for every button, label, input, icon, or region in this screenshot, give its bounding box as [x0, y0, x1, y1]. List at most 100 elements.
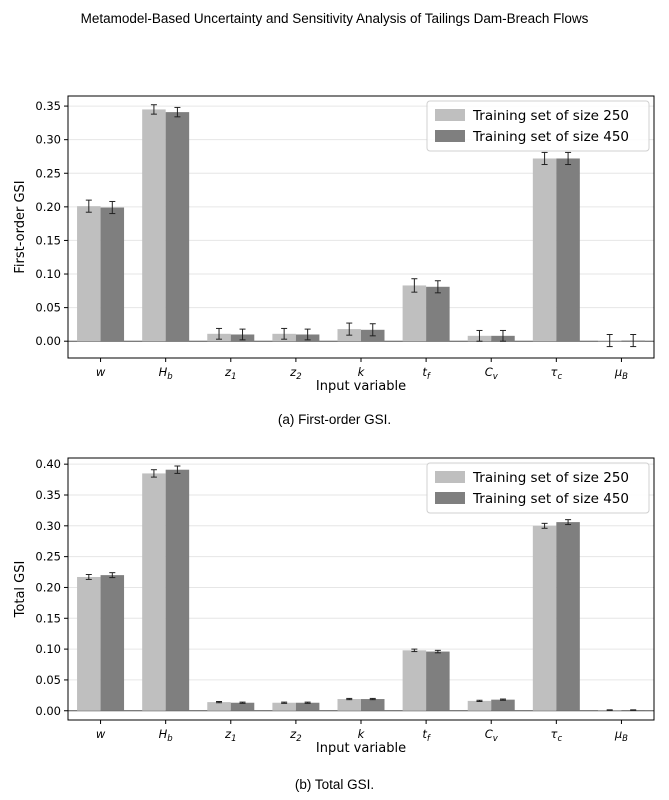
- error-bar: [434, 649, 441, 654]
- y-axis-label: Total GSI: [13, 561, 28, 619]
- error-bar: [630, 709, 637, 711]
- y-tick-label: 0.00: [35, 704, 61, 718]
- bar-2: [230, 702, 255, 711]
- bar-1: [77, 576, 101, 711]
- y-tick-label: 0.05: [35, 301, 61, 315]
- bar-2: [556, 158, 580, 342]
- bar-1: [142, 473, 166, 711]
- x-tick-label: τc: [551, 727, 563, 744]
- bar-2: [100, 575, 125, 711]
- x-axis-label: Input variable: [316, 741, 406, 756]
- error-bar: [216, 701, 223, 704]
- error-bar: [239, 328, 246, 341]
- legend-swatch-2: [435, 130, 465, 142]
- x-tick-label: w: [96, 727, 106, 741]
- legend: Training set of size 250 Training set of …: [426, 100, 650, 152]
- error-bar: [606, 333, 613, 348]
- error-bar: [630, 333, 637, 348]
- caption-first-order: (a) First-order GSI.: [277, 412, 392, 427]
- bar-2: [491, 699, 515, 711]
- x-tick-label: τc: [551, 365, 563, 382]
- x-tick-label: z1: [224, 365, 236, 382]
- x-tick-label: Hb: [159, 365, 173, 382]
- x-tick-label: μB: [614, 365, 628, 382]
- y-tick-label: 0.35: [35, 99, 61, 113]
- y-tick-label: 0.35: [35, 488, 61, 502]
- error-bar: [606, 709, 613, 711]
- error-bar: [369, 323, 376, 337]
- y-tick-label: 0.30: [35, 519, 61, 533]
- y-tick-label: 0.40: [35, 457, 61, 471]
- error-bar: [411, 648, 418, 653]
- x-tick-label: k: [358, 365, 366, 379]
- legend-label-2: Training set of size 450: [472, 129, 629, 145]
- error-bar: [346, 322, 353, 336]
- error-bar: [85, 574, 92, 580]
- y-axis-label: First-order GSI: [13, 180, 28, 273]
- error-bar: [174, 465, 181, 474]
- y-tick-label: 0.05: [35, 673, 61, 687]
- y-tick-label: 0.10: [35, 642, 61, 656]
- error-bar: [174, 106, 181, 118]
- x-tick-label: z1: [224, 727, 236, 744]
- error-bar: [109, 572, 116, 579]
- legend: Training set of size 250 Training set of …: [426, 462, 650, 514]
- error-bar: [239, 701, 246, 704]
- page-header: Metamodel-Based Uncertainty and Sensitiv…: [80, 11, 589, 26]
- bar-1: [402, 650, 427, 711]
- error-bar: [434, 280, 441, 294]
- x-axis-label: Input variable: [316, 379, 406, 394]
- bar-2: [426, 651, 450, 711]
- error-bar: [216, 327, 223, 340]
- bar-2: [165, 469, 190, 711]
- total-gsi-chart: 0.00 0.05 0.10 0.15 0.20 0.25 0.30 0.35 0.40 w Hb z…: [13, 457, 655, 756]
- x-tick-label: Cv: [485, 365, 499, 382]
- y-tick-label: 0.15: [35, 611, 61, 625]
- bar-2: [556, 522, 580, 711]
- bar-1: [532, 525, 557, 711]
- bar-1: [337, 699, 361, 711]
- bar-2: [361, 699, 385, 711]
- y-tick-label: 0.25: [35, 166, 61, 180]
- legend-swatch-1: [435, 109, 465, 121]
- bar-1: [272, 702, 296, 711]
- legend-label-1: Training set of size 250: [472, 470, 629, 486]
- bar-1: [77, 206, 101, 342]
- x-tick-label: tf: [422, 727, 432, 744]
- y-tick-label: 0.20: [35, 200, 61, 214]
- error-bar: [304, 328, 311, 341]
- error-bar: [150, 469, 157, 478]
- bar-1: [532, 158, 557, 342]
- first-order-gsi-chart: 0.00 0.05 0.10 0.15 0.20 0.25 0.30 0.35 w Hb z1 z2 k…: [13, 95, 655, 394]
- y-tick-label: 0.25: [35, 550, 61, 564]
- error-bar: [109, 200, 116, 215]
- error-bar: [476, 699, 483, 703]
- bar-1: [207, 702, 231, 711]
- legend-label-2: Training set of size 450: [472, 491, 629, 507]
- caption-total: (b) Total GSI.: [294, 777, 375, 792]
- error-bar: [150, 104, 157, 115]
- error-bar: [411, 278, 418, 293]
- bar-1: [467, 700, 492, 711]
- error-bar: [565, 151, 572, 166]
- error-bar: [369, 697, 376, 701]
- error-bar: [541, 522, 548, 529]
- y-tick-label: 0.30: [35, 133, 61, 147]
- x-tick-label: tf: [422, 365, 432, 382]
- error-bar: [499, 698, 506, 701]
- y-tick-label: 0.10: [35, 267, 61, 281]
- bar-1: [402, 285, 427, 342]
- error-bar: [281, 701, 288, 704]
- x-tick-label: k: [358, 727, 366, 741]
- bar-2: [426, 286, 450, 342]
- x-tick-label: z2: [289, 727, 301, 744]
- error-bar: [281, 327, 288, 340]
- bar-2: [295, 702, 320, 711]
- error-bar: [346, 697, 353, 701]
- x-tick-label: Hb: [159, 727, 173, 744]
- bar-2: [100, 207, 125, 342]
- bar-2: [165, 112, 190, 342]
- y-tick-label: 0.00: [35, 334, 61, 348]
- legend-swatch-1: [435, 471, 465, 483]
- legend-label-1: Training set of size 250: [472, 108, 629, 124]
